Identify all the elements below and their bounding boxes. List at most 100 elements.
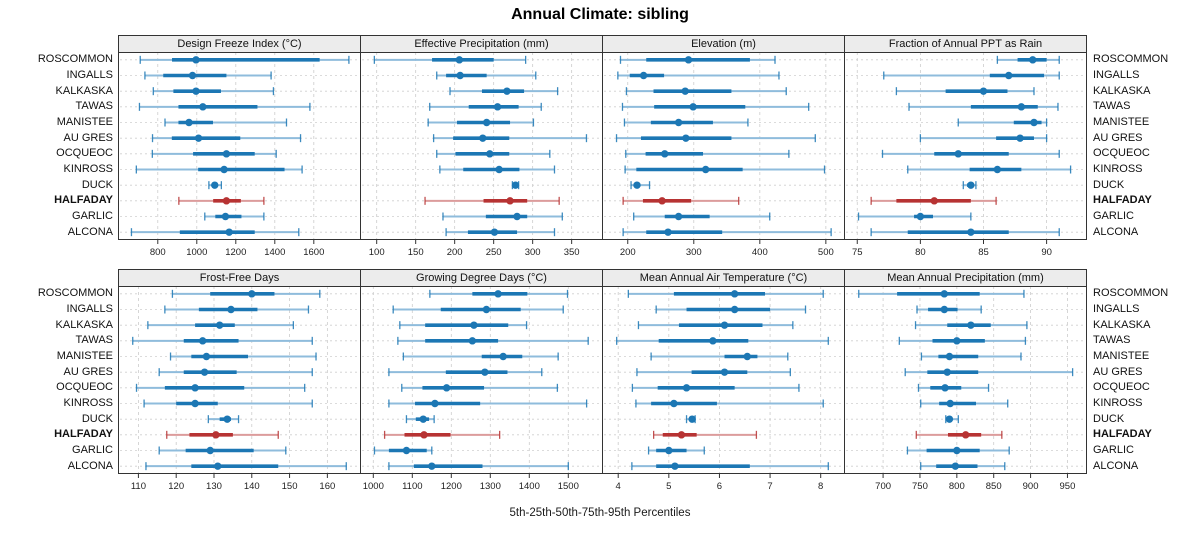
median-dot bbox=[456, 71, 464, 80]
row-label-alcona: ALCONA bbox=[67, 225, 113, 238]
median-dot bbox=[979, 87, 988, 95]
median-dot bbox=[633, 181, 641, 189]
row-label-duck: DUCK bbox=[1093, 178, 1125, 191]
median-dot bbox=[688, 415, 696, 423]
x-tick-label: 800 bbox=[150, 247, 166, 258]
row-label-ingalls: INGALLS bbox=[66, 69, 113, 81]
median-dot bbox=[945, 415, 954, 423]
median-dot bbox=[482, 305, 491, 314]
row-label-ingalls: INGALLS bbox=[66, 303, 113, 315]
median-dot bbox=[658, 197, 666, 205]
panel-plot: 700 750 800 850 900 950 bbox=[844, 286, 1087, 492]
x-tick-label: 130 bbox=[206, 481, 222, 492]
median-dot bbox=[674, 118, 683, 127]
panel-border bbox=[602, 286, 845, 474]
median-dot bbox=[961, 431, 970, 439]
x-tick-label: 300 bbox=[525, 247, 541, 258]
median-dot bbox=[493, 103, 502, 111]
median-dot bbox=[709, 337, 717, 345]
row-label-halfaday: HALFADAY bbox=[1093, 428, 1152, 441]
median-dot bbox=[916, 212, 925, 221]
median-dot bbox=[486, 150, 494, 158]
x-tick-label: 200 bbox=[447, 247, 463, 258]
panels-top: Design Freeze Index (°C) 800 1000 1200 1400 1… bbox=[118, 35, 1087, 262]
median-dot bbox=[481, 368, 489, 376]
median-dot bbox=[420, 431, 428, 439]
median-dot bbox=[684, 56, 693, 64]
row-label-au-gres: AU GRES bbox=[1093, 131, 1143, 144]
median-dot bbox=[223, 415, 231, 423]
panel-plot: 800 1000 1200 1400 1600 bbox=[118, 52, 361, 258]
median-dot bbox=[1029, 56, 1037, 64]
x-tick-label: 500 bbox=[818, 247, 834, 258]
median-dot bbox=[185, 118, 193, 127]
row-label-roscommon: ROSCOMMON bbox=[37, 287, 113, 300]
row-label-roscommon: ROSCOMMON bbox=[37, 53, 113, 66]
row-label-manistee: MANISTEE bbox=[56, 350, 113, 362]
median-dot bbox=[200, 368, 209, 376]
row-label-au-gres: AU GRES bbox=[63, 365, 113, 378]
median-dot bbox=[953, 337, 961, 345]
row-label-manistee: MANISTEE bbox=[1093, 116, 1150, 128]
median-dot bbox=[455, 56, 464, 64]
median-dot bbox=[442, 384, 451, 392]
row-label-tawas: TAWAS bbox=[1093, 100, 1131, 113]
percentiles-caption: 5th-25th-50th-75th-95th Percentiles bbox=[509, 507, 691, 519]
panel-plot: 100 150 200 250 300 350 bbox=[360, 52, 603, 258]
x-tick-label: 150 bbox=[408, 247, 424, 258]
panel-title: Elevation (m) bbox=[602, 35, 845, 52]
row-label-duck: DUCK bbox=[81, 178, 113, 191]
median-dot bbox=[470, 321, 478, 329]
x-tick-label: 6 bbox=[717, 481, 722, 492]
median-dot bbox=[940, 290, 948, 298]
x-tick-label: 750 bbox=[912, 481, 928, 492]
median-dot bbox=[220, 165, 228, 174]
x-tick-label: 200 bbox=[620, 247, 636, 258]
x-tick-label: 700 bbox=[875, 481, 891, 492]
median-dot bbox=[743, 352, 751, 361]
median-dot bbox=[499, 352, 507, 361]
row-label-garlic: GARLIC bbox=[72, 444, 113, 456]
median-dot bbox=[661, 150, 669, 158]
panel-title: Frost-Free Days bbox=[118, 269, 361, 286]
row-labels-left: ROSCOMMON INGALLS KALKASKA TAWAS MANISTEE AU … bbox=[0, 35, 113, 267]
median-dot bbox=[206, 446, 214, 455]
median-dot bbox=[953, 446, 961, 455]
median-dot bbox=[222, 150, 231, 158]
panel-border bbox=[844, 52, 1087, 240]
panel-plot: 75 80 85 90 bbox=[844, 52, 1087, 258]
median-dot bbox=[194, 134, 203, 142]
median-dot bbox=[191, 399, 199, 408]
median-dot bbox=[402, 446, 411, 455]
median-dot bbox=[202, 352, 211, 361]
median-dot bbox=[1016, 134, 1024, 142]
row-label-manistee: MANISTEE bbox=[56, 116, 113, 128]
x-tick-label: 850 bbox=[986, 481, 1002, 492]
x-tick-label: 1100 bbox=[402, 481, 422, 492]
median-dot bbox=[682, 134, 690, 142]
panel-border bbox=[118, 52, 361, 240]
median-dot bbox=[490, 228, 499, 236]
x-tick-label: 1200 bbox=[441, 481, 462, 492]
row-labels-right: ROSCOMMON INGALLS KALKASKA TAWAS MANISTEE AU … bbox=[1093, 35, 1199, 267]
panel-border bbox=[360, 52, 603, 240]
panel-title: Fraction of Annual PPT as Rain bbox=[844, 35, 1087, 52]
median-dot bbox=[188, 71, 197, 80]
row-label-ingalls: INGALLS bbox=[1093, 303, 1140, 315]
panel-title: Mean Annual Precipitation (mm) bbox=[844, 269, 1087, 286]
row-label-alcona: ALCONA bbox=[1093, 459, 1139, 472]
median-dot bbox=[248, 290, 256, 298]
row-label-ocqueoc: OCQUEOC bbox=[56, 147, 113, 160]
panels-bottom: Frost-Free Days 110 120 130 140 150 160 Growing… bbox=[118, 269, 1087, 496]
row-label-alcona: ALCONA bbox=[67, 459, 113, 472]
panel-plot: 200 300 400 500 bbox=[602, 52, 845, 258]
x-tick-label: 1300 bbox=[480, 481, 501, 492]
panel-title: Growing Degree Days (°C) bbox=[360, 269, 603, 286]
median-dot bbox=[945, 352, 954, 361]
median-dot bbox=[677, 431, 686, 439]
median-dot bbox=[225, 228, 233, 236]
panel-frost-free-days: Frost-Free Days 110 120 130 140 150 160 bbox=[118, 269, 361, 496]
median-dot bbox=[954, 150, 962, 158]
median-dot bbox=[212, 431, 220, 439]
median-dot bbox=[967, 321, 975, 329]
